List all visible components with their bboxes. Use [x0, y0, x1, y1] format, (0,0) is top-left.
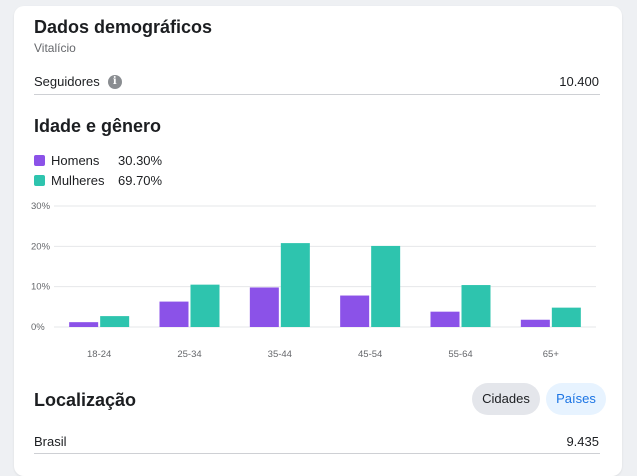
- bar-mulheres-55-64: [461, 285, 491, 327]
- bar-homens-55-64: [430, 311, 460, 327]
- x-tick-label: 65+: [543, 349, 560, 360]
- x-tick-label: 45-54: [358, 349, 382, 360]
- legend-item-homens: Homens 30.30%: [34, 150, 162, 170]
- bar-homens-65+: [520, 319, 550, 327]
- divider: [34, 453, 600, 454]
- bar-homens-45-54: [340, 295, 370, 327]
- legend-value: 69.70%: [118, 172, 163, 188]
- legend-label: Mulheres: [51, 172, 105, 188]
- x-tick-label: 55-64: [448, 349, 472, 360]
- bar-homens-35-44: [249, 287, 279, 327]
- bar-mulheres-25-34: [190, 284, 220, 327]
- followers-row: Seguidores i: [34, 74, 122, 89]
- x-tick-label: 35-44: [268, 349, 292, 360]
- legend-item-mulheres: Mulheres 69.70%: [34, 170, 162, 190]
- bar-homens-25-34: [159, 301, 189, 327]
- divider: [34, 94, 600, 95]
- followers-label: Seguidores: [34, 74, 100, 89]
- bar-mulheres-35-44: [280, 243, 310, 327]
- tab-countries[interactable]: Países: [546, 383, 606, 415]
- followers-value: 10.400: [559, 74, 599, 89]
- period-label: Vitalício: [34, 41, 76, 55]
- bar-mulheres-45-54: [371, 245, 401, 327]
- bar-mulheres-18-24: [100, 316, 130, 327]
- demographics-title: Dados demográficos: [34, 17, 213, 37]
- chart-legend: Homens 30.30% Mulheres 69.70%: [34, 150, 162, 190]
- x-tick-label: 18-24: [87, 349, 111, 360]
- x-tick-label: 25-34: [177, 349, 201, 360]
- bar-mulheres-65+: [551, 307, 581, 327]
- legend-swatch: [34, 154, 45, 166]
- tab-cities[interactable]: Cidades: [472, 383, 540, 415]
- location-row-value: 9.435: [566, 434, 599, 449]
- y-tick-label: 30%: [31, 201, 51, 212]
- demographics-card: Dados demográficos Vitalício Seguidores …: [14, 6, 622, 476]
- legend-label: Homens: [51, 152, 100, 168]
- legend-value: 30.30%: [118, 152, 163, 168]
- location-row-name: Brasil: [34, 434, 67, 449]
- location-title: Localização: [34, 390, 137, 410]
- y-tick-label: 20%: [31, 241, 51, 252]
- y-tick-label: 10%: [31, 282, 51, 293]
- bar-homens-18-24: [69, 322, 99, 327]
- info-icon[interactable]: i: [107, 74, 122, 89]
- y-tick-label: 0%: [31, 322, 45, 333]
- age-gender-bar-chart: 0% 10% 20% 30% 18-24 25-34 35-44 45-54 55-64 65+: [31, 201, 596, 360]
- legend-swatch: [34, 174, 45, 186]
- age-gender-title: Idade e gênero: [34, 116, 162, 136]
